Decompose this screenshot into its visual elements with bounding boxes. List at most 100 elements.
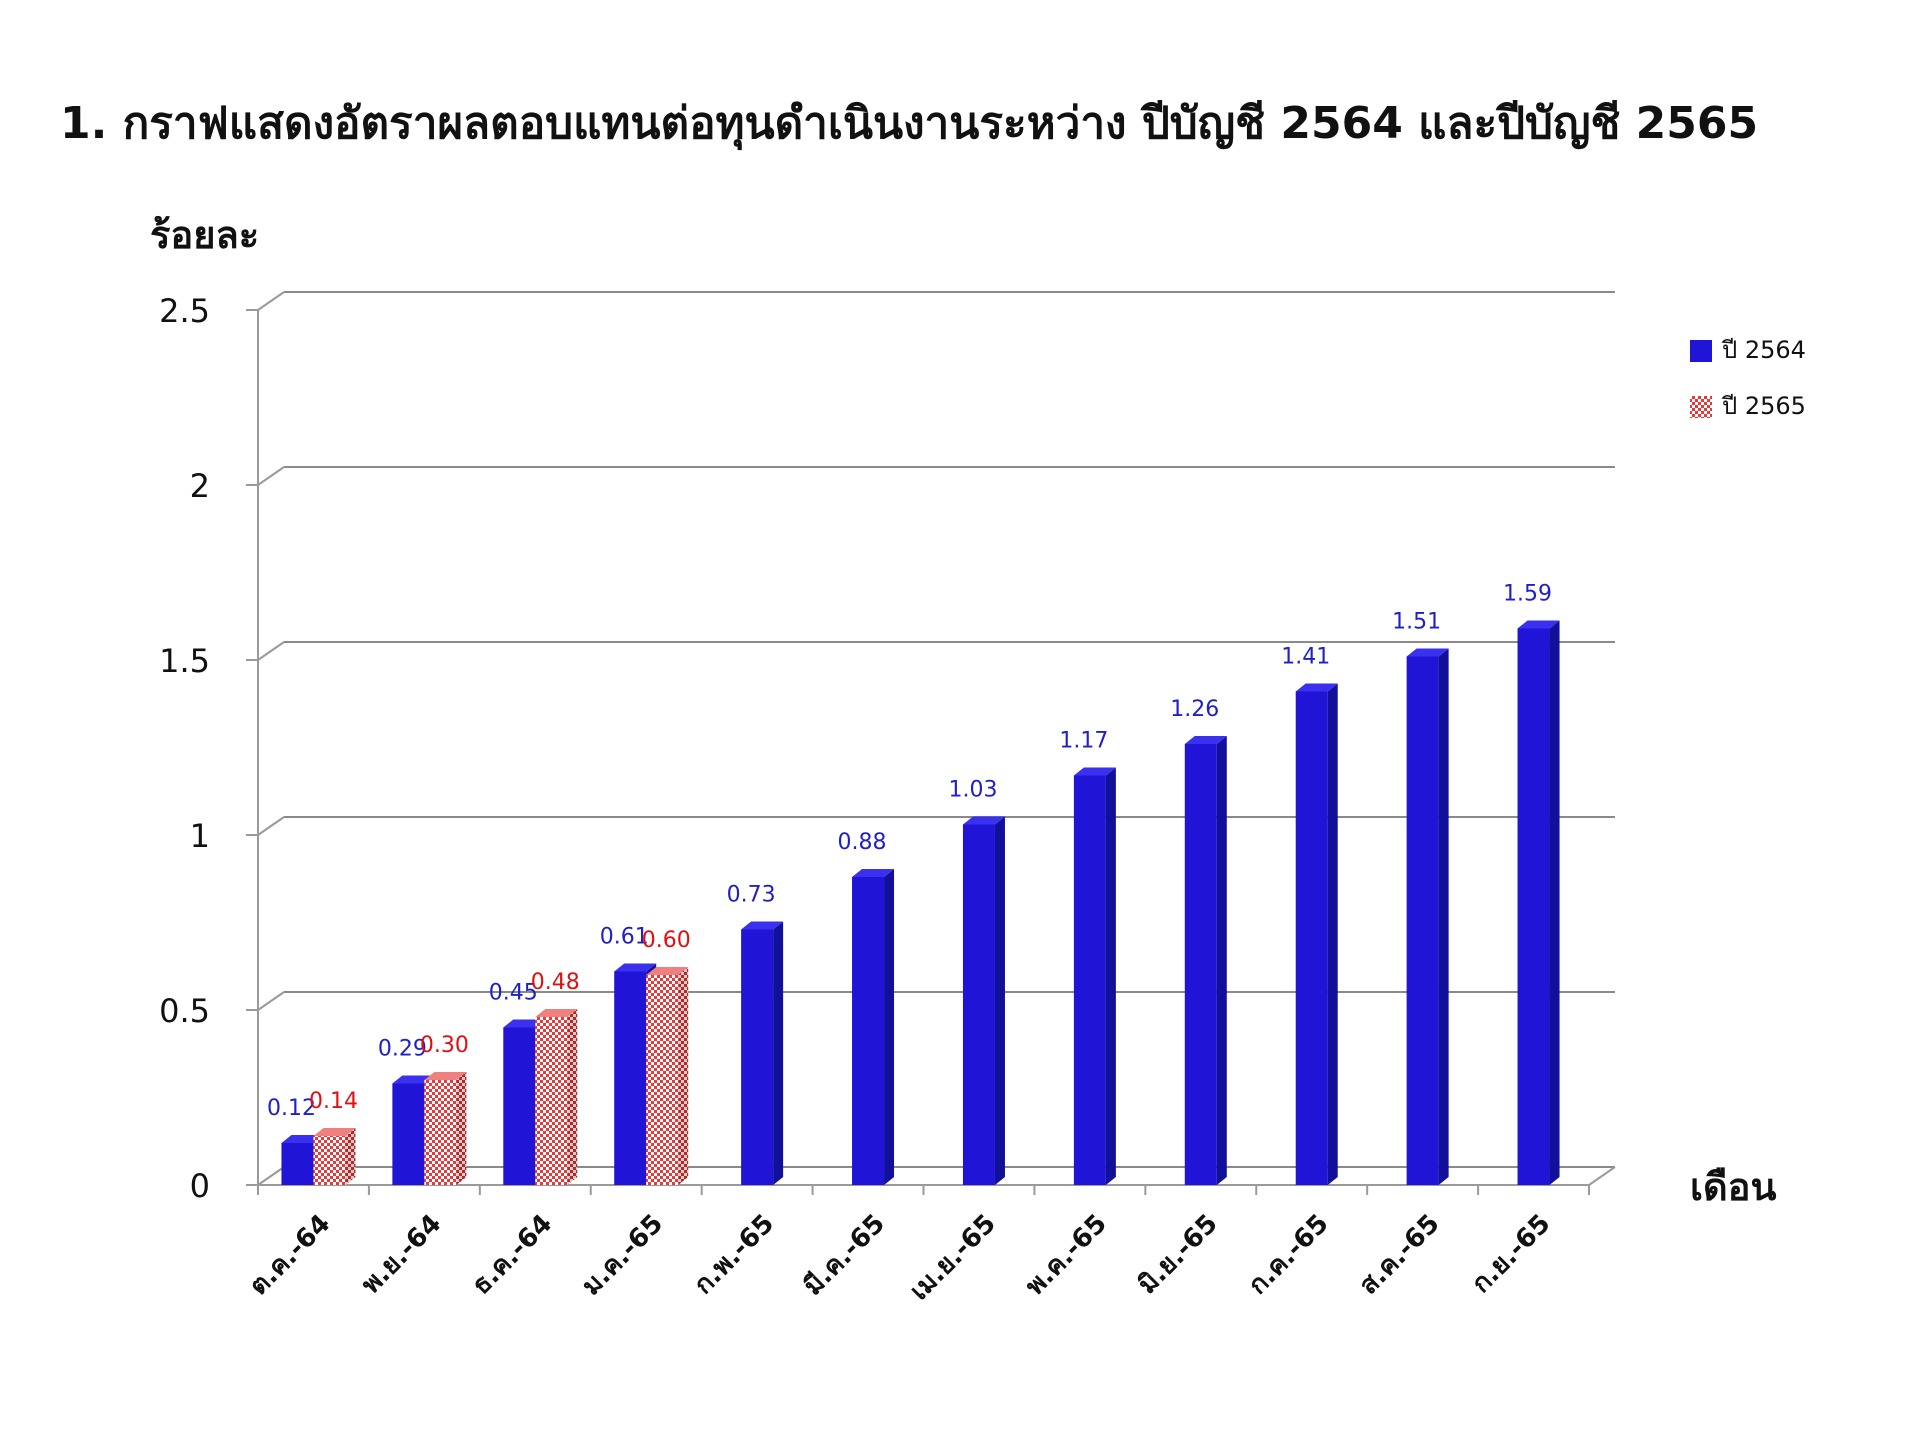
bar-2564 bbox=[1406, 648, 1449, 1185]
bar-2564 bbox=[852, 869, 895, 1185]
bar-2565 bbox=[424, 1072, 467, 1185]
data-label-2564: 1.03 bbox=[948, 778, 997, 803]
data-label-2564: 0.45 bbox=[489, 981, 538, 1006]
bar-2565-side bbox=[567, 1009, 578, 1185]
x-tick-label: ต.ค.-64 bbox=[244, 1209, 337, 1302]
chart-title: 1. กราฟแสดงอัตราผลตอบแทนต่อทุนดำเนินงานร… bbox=[60, 98, 1759, 149]
legend-label-2565: ปี 2565 bbox=[1721, 392, 1806, 420]
bar-2564-front bbox=[392, 1083, 425, 1185]
bar-2564-side bbox=[1549, 620, 1560, 1185]
bar-2565-side bbox=[345, 1128, 356, 1185]
data-label-2564: 1.41 bbox=[1281, 645, 1330, 670]
bar-2564-top bbox=[614, 963, 657, 972]
bar-2564-side bbox=[994, 816, 1005, 1185]
gridline-depth bbox=[257, 816, 285, 836]
y-axis-label: ร้อยละ bbox=[150, 213, 259, 257]
bar-2565-front bbox=[424, 1080, 457, 1185]
x-tick-label: ก.ค.-65 bbox=[1243, 1209, 1335, 1301]
x-tick-label: เม.ย.-65 bbox=[904, 1209, 1002, 1307]
bar-2564-front bbox=[614, 971, 647, 1185]
bar-2565-top bbox=[646, 967, 689, 975]
bar-2564-front bbox=[741, 929, 774, 1185]
bar-2564-front bbox=[503, 1027, 536, 1185]
gridline-depth bbox=[257, 466, 285, 486]
data-label-2564: 0.73 bbox=[727, 883, 776, 908]
bar-2564-front bbox=[1406, 656, 1439, 1185]
bar-2564-top bbox=[962, 816, 1005, 825]
bar-2565 bbox=[646, 967, 689, 1185]
data-label-2564: 1.17 bbox=[1059, 729, 1108, 754]
legend-label-2564: ปี 2564 bbox=[1721, 336, 1806, 364]
data-label-2565: 0.14 bbox=[309, 1089, 358, 1114]
y-tick-label: 1 bbox=[190, 817, 210, 855]
bar-2564-front bbox=[962, 824, 995, 1185]
bar-2564-front bbox=[852, 877, 885, 1185]
bar-2564-top bbox=[1184, 736, 1227, 744]
data-label-2564: 0.29 bbox=[378, 1037, 427, 1062]
data-label-2564: 0.88 bbox=[838, 830, 887, 855]
legend: ปี 2564 ปี 2565 bbox=[1690, 336, 1806, 420]
gridline-depth bbox=[257, 291, 285, 311]
bar-2564-side bbox=[1438, 648, 1449, 1185]
bar-2565-top bbox=[313, 1128, 356, 1136]
bar-2564-front bbox=[1295, 691, 1328, 1185]
y-tick-label: 0.5 bbox=[159, 992, 210, 1030]
x-tick-label: ส.ค.-65 bbox=[1354, 1209, 1446, 1301]
bar-2564 bbox=[962, 816, 1005, 1185]
bar-2565-side bbox=[678, 967, 689, 1185]
bar-2564-side bbox=[1216, 736, 1227, 1185]
bar-2564-top bbox=[281, 1135, 324, 1143]
y-tick-label: 2 bbox=[190, 467, 210, 505]
bar-2564-top bbox=[503, 1019, 546, 1028]
bar-2565-top bbox=[424, 1072, 467, 1080]
bar-2565-top bbox=[535, 1009, 578, 1017]
gridline-depth bbox=[257, 991, 285, 1011]
data-label-2565: 0.30 bbox=[420, 1033, 469, 1058]
bar-2565 bbox=[313, 1128, 356, 1185]
x-tick-label: ธ.ค.-64 bbox=[466, 1209, 558, 1301]
bar-2564-top bbox=[1295, 683, 1338, 692]
bar-2564 bbox=[1073, 767, 1116, 1185]
bar-2564 bbox=[741, 921, 784, 1185]
bar-2564-top bbox=[1406, 648, 1449, 657]
bar-2564 bbox=[1295, 683, 1338, 1185]
data-label-2565: 0.48 bbox=[531, 970, 580, 995]
x-tick-label: ก.ย.-65 bbox=[1466, 1209, 1556, 1299]
x-tick-label: พ.ค.-65 bbox=[1020, 1209, 1113, 1302]
bar-2564-top bbox=[741, 921, 784, 930]
legend-swatch-2564 bbox=[1690, 340, 1712, 362]
y-tick-label: 2.5 bbox=[159, 292, 210, 330]
floor-edge bbox=[1588, 1166, 1616, 1186]
x-tick-label: มิ.ย.-65 bbox=[1132, 1209, 1223, 1300]
data-label-2564: 0.12 bbox=[267, 1096, 316, 1121]
data-label-2564: 1.59 bbox=[1503, 582, 1552, 607]
bar-2564-side bbox=[1105, 767, 1116, 1185]
bar-2565-front bbox=[646, 975, 679, 1185]
x-axis-label: เดือน bbox=[1690, 1165, 1776, 1209]
x-tick-label: ม.ค.-65 bbox=[576, 1209, 669, 1302]
gridline-depth bbox=[257, 641, 285, 661]
gridline-depth bbox=[257, 1166, 285, 1186]
bar-2565-side bbox=[456, 1072, 467, 1185]
bar-2564-front bbox=[281, 1143, 314, 1185]
bar-2564-side bbox=[1327, 683, 1338, 1185]
data-label-2565: 0.60 bbox=[642, 928, 691, 953]
bar-2564-side bbox=[884, 869, 895, 1185]
bar-2564-front bbox=[1184, 744, 1217, 1185]
bar-2565 bbox=[535, 1009, 578, 1185]
legend-swatch-2565 bbox=[1690, 396, 1712, 418]
bar-2564-top bbox=[1517, 620, 1560, 629]
bar-2564 bbox=[1517, 620, 1560, 1185]
x-tick-label: มี.ค.-65 bbox=[798, 1209, 891, 1302]
bar-2564-front bbox=[1517, 628, 1550, 1185]
data-label-2564: 1.26 bbox=[1170, 697, 1219, 722]
bar-2564-top bbox=[1073, 767, 1116, 776]
y-tick-label: 1.5 bbox=[159, 642, 210, 680]
y-tick-label: 0 bbox=[190, 1167, 210, 1205]
data-label-2564: 1.51 bbox=[1392, 610, 1441, 635]
x-tick-label: ก.พ.-65 bbox=[688, 1209, 780, 1301]
bar-2564-side bbox=[773, 921, 784, 1185]
data-label-2564: 0.61 bbox=[600, 925, 649, 950]
bar-2564-top bbox=[392, 1075, 435, 1084]
